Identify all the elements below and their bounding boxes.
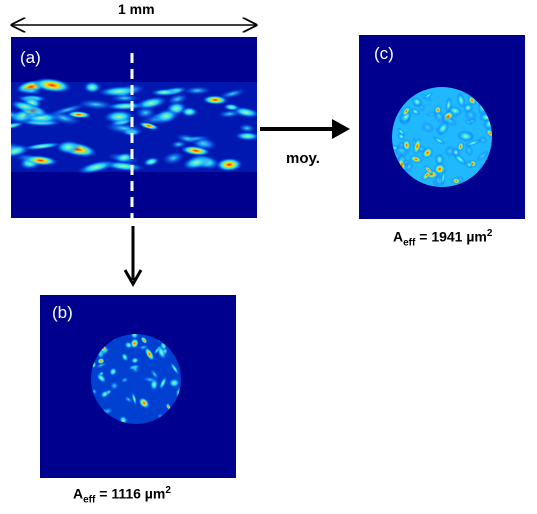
scale-bar-label: 1 mm	[118, 1, 155, 17]
right-arrow	[260, 119, 350, 139]
average-arrow-label: moy.	[286, 150, 320, 167]
down-arrow	[123, 226, 143, 288]
panel-c-image	[359, 35, 525, 219]
panel-b-image	[40, 295, 236, 478]
caption-b: Aeff = 1116 µm2	[73, 485, 171, 506]
panel-a-letter: (a)	[20, 48, 41, 67]
panel-a-image	[11, 37, 257, 218]
panel-b-letter: (b)	[52, 303, 73, 322]
caption-c: Aeff = 1941 µm2	[393, 228, 493, 249]
panel-c-letter: (c)	[374, 44, 394, 63]
scale-bar	[0, 0, 537, 40]
